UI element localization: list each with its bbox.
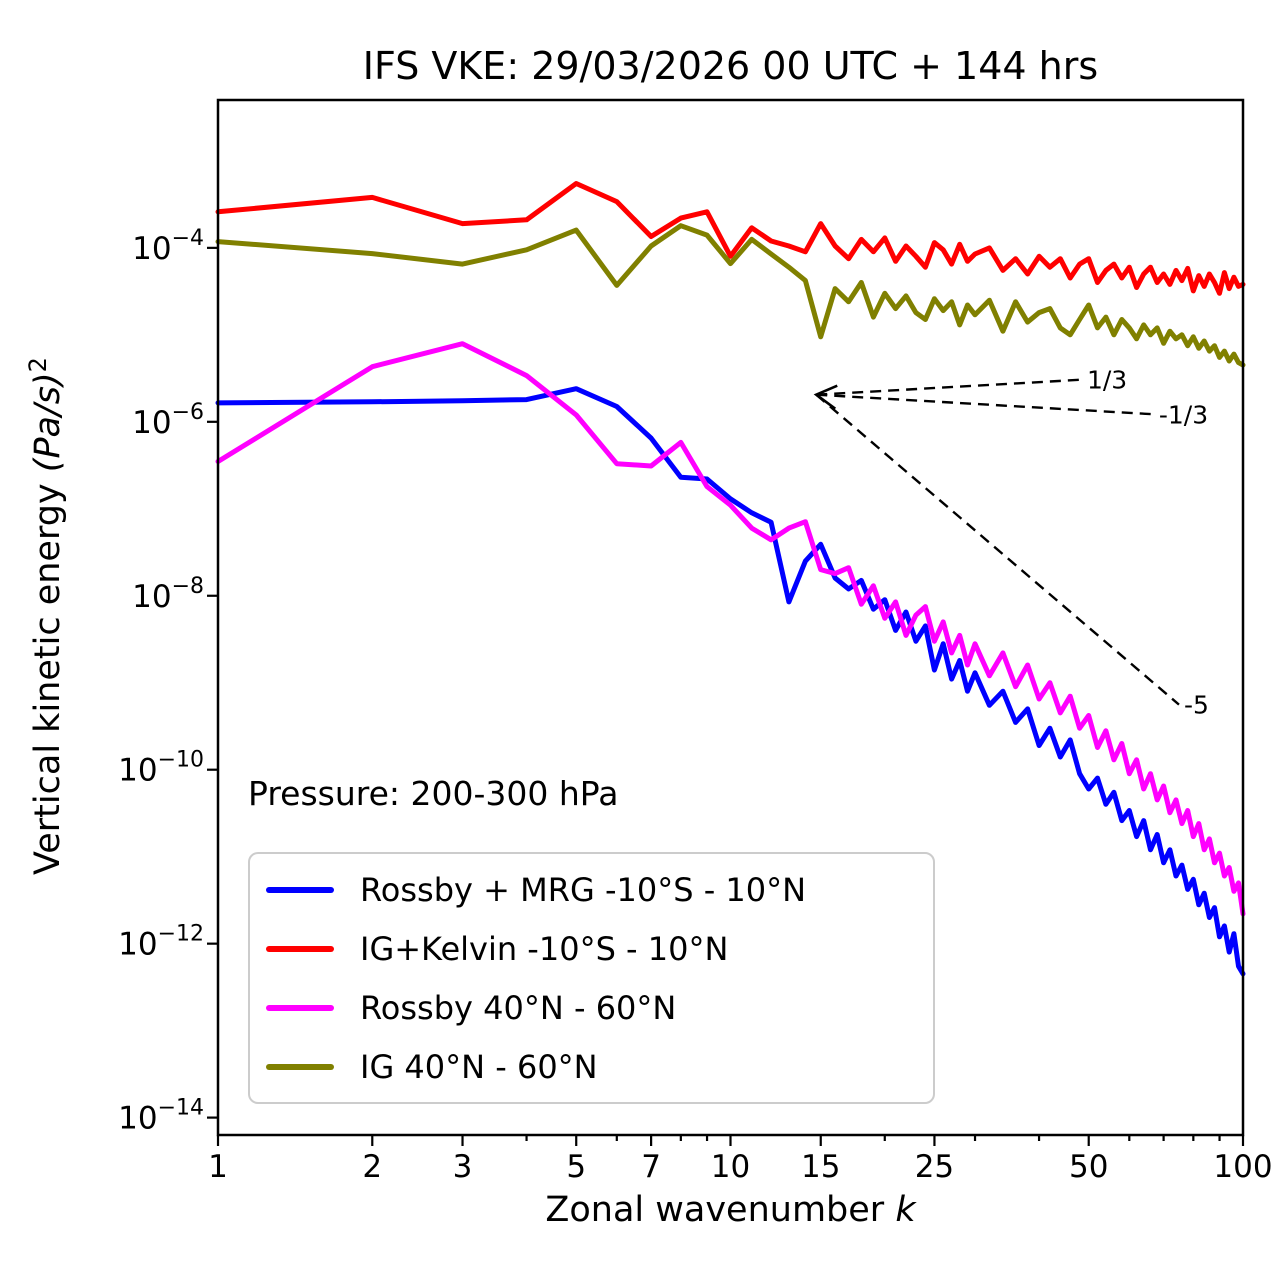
x-tick-label: 15 bbox=[801, 1149, 840, 1185]
chart-title: IFS VKE: 29/03/2026 00 UTC + 144 hrs bbox=[362, 44, 1099, 88]
y-tick-label: 10−12 bbox=[118, 922, 204, 963]
slope-line--5 bbox=[815, 393, 1180, 706]
x-axis-label-text: Zonal wavenumber bbox=[545, 1190, 896, 1230]
legend-item: Rossby + MRG -10°S - 10°N bbox=[250, 871, 933, 909]
y-tick-label: 10−10 bbox=[118, 748, 204, 789]
y-tick-label: 10−6 bbox=[132, 400, 204, 441]
legend-item: IG 40°N - 60°N bbox=[250, 1048, 933, 1086]
legend-item: IG+Kelvin -10°S - 10°N bbox=[250, 930, 933, 968]
x-tick-label: 100 bbox=[1213, 1149, 1272, 1185]
x-tick-label: 1 bbox=[208, 1149, 228, 1185]
x-tick-label: 10 bbox=[711, 1149, 750, 1185]
legend-line-sample-magenta bbox=[266, 1004, 334, 1011]
reference-slope-lines: 1/3 -1/3 -5 bbox=[813, 366, 1209, 720]
slope-label-1/3: 1/3 bbox=[1087, 366, 1127, 395]
y-tick-label: 10−8 bbox=[132, 574, 204, 615]
legend-line-sample-blue bbox=[266, 886, 334, 893]
pressure-annotation: Pressure: 200-300 hPa bbox=[248, 774, 619, 813]
x-tick-label: 25 bbox=[915, 1149, 954, 1185]
legend-label: Rossby + MRG -10°S - 10°N bbox=[360, 870, 807, 909]
y-axis-ticks: 10−4 10−6 10−8 10−10 10−12 10−14 bbox=[118, 226, 218, 1137]
series-line bbox=[215, 181, 1246, 296]
legend-label: IG 40°N - 60°N bbox=[360, 1047, 598, 1086]
x-tick-label: 50 bbox=[1069, 1149, 1108, 1185]
legend-line-sample-red bbox=[266, 945, 334, 952]
series-line bbox=[215, 223, 1246, 368]
slope-line-1/3 bbox=[816, 378, 1083, 396]
x-tick-label: 3 bbox=[453, 1149, 473, 1185]
x-tick-label: 7 bbox=[641, 1149, 661, 1185]
y-tick-label: 10−14 bbox=[118, 1096, 204, 1137]
y-tick-label: 10−4 bbox=[132, 226, 204, 267]
slope-label--1/3: -1/3 bbox=[1159, 400, 1208, 429]
x-axis-label-symbol: k bbox=[895, 1190, 916, 1230]
x-axis-label: Zonal wavenumber k bbox=[218, 1190, 1243, 1230]
legend-line-sample-olive bbox=[266, 1063, 334, 1070]
series-lines bbox=[215, 181, 1246, 977]
x-tick-label: 2 bbox=[362, 1149, 382, 1185]
series-line bbox=[215, 341, 1246, 917]
legend-label: Rossby 40°N - 60°N bbox=[360, 988, 677, 1027]
legend: Rossby + MRG -10°S - 10°N IG+Kelvin -10°… bbox=[248, 852, 935, 1104]
slope-label--5: -5 bbox=[1184, 691, 1209, 720]
slope-lines-arrowhead bbox=[813, 384, 838, 410]
legend-label: IG+Kelvin -10°S - 10°N bbox=[360, 929, 729, 968]
series-line bbox=[215, 386, 1246, 977]
x-axis-ticks: 1 2 3 5 7 10 15 25 50 100 bbox=[208, 1135, 1273, 1185]
legend-item: Rossby 40°N - 60°N bbox=[250, 989, 933, 1027]
slope-line--1/3 bbox=[816, 393, 1154, 416]
x-tick-label: 5 bbox=[566, 1149, 586, 1185]
